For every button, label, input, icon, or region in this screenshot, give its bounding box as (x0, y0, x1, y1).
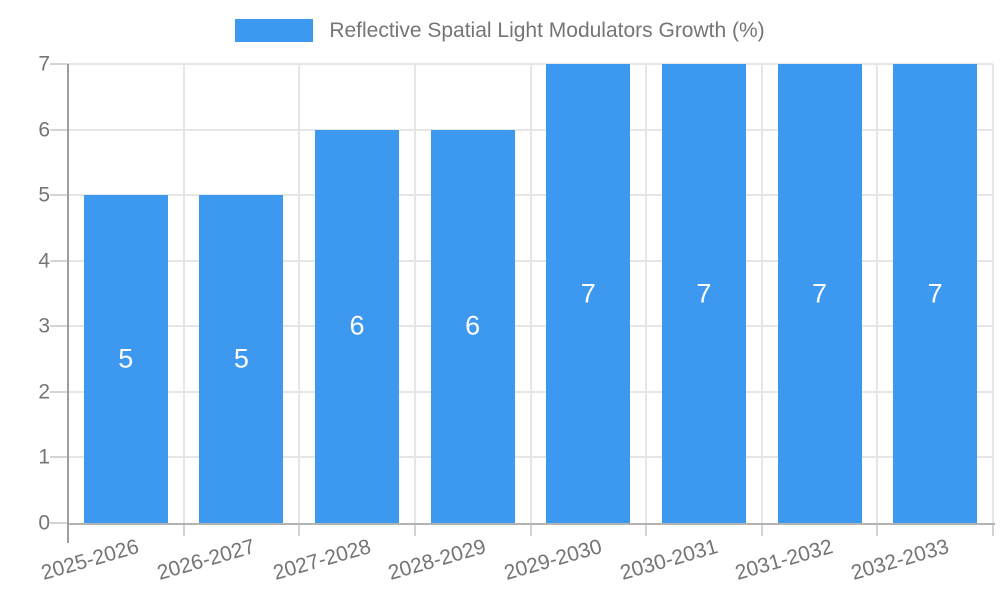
y-tick (50, 522, 68, 524)
x-axis-tick-label: 2031-2032 (732, 535, 836, 585)
v-gridline (760, 64, 763, 523)
y-tick (50, 259, 68, 262)
bar-value-label: 7 (580, 278, 596, 308)
y-axis-tick-label: 4 (38, 249, 50, 273)
x-axis-tick-label: 2028-2029 (385, 535, 489, 585)
bar-2031-2032[interactable] (777, 64, 862, 523)
y-axis-tick-label: 2 (38, 380, 50, 404)
x-tick (760, 525, 763, 536)
bar-2026-2027[interactable] (199, 195, 284, 523)
x-tick (645, 525, 648, 536)
bar-2028-2029[interactable] (430, 129, 515, 523)
bar-value-label: 7 (927, 278, 943, 308)
y-axis-tick-label: 5 (38, 183, 50, 207)
v-gridline (182, 64, 185, 523)
bar-value-label: 5 (233, 343, 249, 374)
x-axis-tick-label: 2029-2030 (501, 535, 605, 585)
bar-2025-2026[interactable] (83, 195, 168, 523)
x-tick (992, 525, 994, 536)
bar-value-label: 6 (465, 310, 481, 341)
y-tick (50, 194, 68, 197)
legend[interactable]: Reflective Spatial Light Modulators Grow… (0, 19, 1000, 42)
x-axis-tick-label: 2030-2031 (617, 535, 721, 585)
y-axis-line (67, 64, 69, 543)
v-gridline (645, 64, 648, 523)
bar-value-label: 5 (118, 343, 134, 374)
x-axis-tick-label: 2032-2033 (848, 535, 952, 585)
x-tick (876, 525, 879, 536)
x-axis-tick-label: 2025-2026 (38, 535, 142, 585)
y-axis-tick-label: 7 (38, 52, 50, 76)
bar-value-label: 6 (349, 310, 365, 341)
v-gridline (529, 64, 532, 523)
v-gridline (298, 64, 301, 523)
x-tick (413, 525, 416, 536)
x-axis-line (68, 523, 995, 525)
legend-label: Reflective Spatial Light Modulators Grow… (329, 19, 765, 42)
x-axis-tick-label: 2027-2028 (270, 535, 374, 585)
v-gridline (992, 64, 994, 523)
bar-2027-2028[interactable] (315, 129, 400, 523)
v-gridline (413, 64, 416, 523)
legend-swatch-icon (235, 19, 314, 42)
x-tick (298, 525, 301, 536)
x-tick (529, 525, 532, 536)
bar-2032-2033[interactable] (893, 64, 978, 523)
y-axis-tick-label: 0 (38, 511, 50, 535)
y-tick (50, 390, 68, 393)
bar-2030-2031[interactable] (661, 64, 746, 523)
y-axis-tick-label: 3 (38, 314, 50, 338)
bar-2029-2030[interactable] (546, 64, 631, 523)
y-axis-tick-label: 6 (38, 118, 50, 142)
bar-value-label: 7 (812, 278, 828, 308)
y-tick (50, 128, 68, 131)
x-axis-tick-label: 2026-2027 (154, 535, 258, 585)
y-tick (50, 456, 68, 459)
x-tick (182, 525, 185, 536)
v-gridline (876, 64, 879, 523)
y-tick (50, 325, 68, 328)
y-axis-tick-label: 1 (38, 445, 50, 469)
y-tick (50, 63, 68, 65)
bar-value-label: 7 (696, 278, 712, 308)
